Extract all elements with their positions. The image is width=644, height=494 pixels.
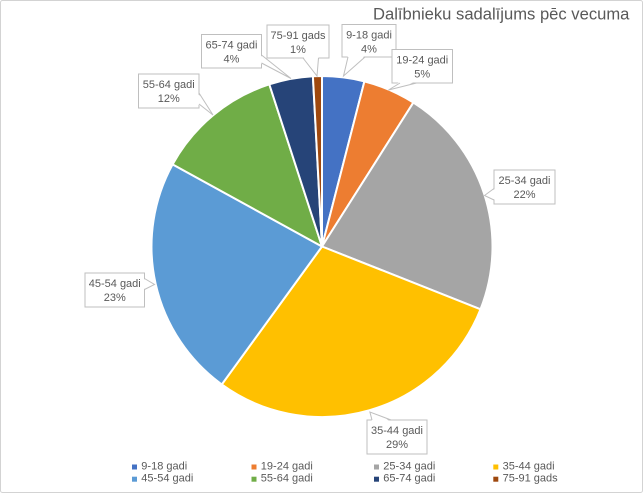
svg-text:55-64 gadi: 55-64 gadi: [143, 79, 195, 91]
svg-text:1%: 1%: [290, 44, 306, 56]
svg-text:65-74 gadi: 65-74 gadi: [383, 473, 435, 485]
svg-text:23%: 23%: [104, 292, 126, 304]
svg-text:9-18 gadi: 9-18 gadi: [346, 30, 392, 42]
svg-text:19-24 gadi: 19-24 gadi: [261, 461, 313, 473]
svg-text:Dalībnieku sadalījums pēc vecu: Dalībnieku sadalījums pēc vecuma: [373, 5, 630, 24]
svg-text:25-34 gadi: 25-34 gadi: [383, 461, 435, 473]
svg-text:65-74 gadi: 65-74 gadi: [206, 40, 258, 52]
svg-text:25-34 gadi: 25-34 gadi: [499, 175, 551, 187]
svg-text:29%: 29%: [386, 439, 408, 451]
svg-text:4%: 4%: [361, 44, 377, 56]
svg-text:35-44 gadi: 35-44 gadi: [371, 425, 423, 437]
svg-text:4%: 4%: [224, 54, 240, 66]
svg-text:12%: 12%: [158, 93, 180, 105]
svg-text:35-44 gadi: 35-44 gadi: [503, 461, 555, 473]
svg-text:9-18 gadi: 9-18 gadi: [141, 461, 187, 473]
svg-text:75-91 gads: 75-91 gads: [503, 473, 559, 485]
svg-text:55-64 gadi: 55-64 gadi: [261, 473, 313, 485]
svg-text:22%: 22%: [513, 189, 535, 201]
svg-text:19-24 gadi: 19-24 gadi: [396, 55, 448, 67]
svg-text:5%: 5%: [414, 69, 430, 81]
svg-text:45-54 gadi: 45-54 gadi: [89, 278, 141, 290]
svg-text:45-54 gadi: 45-54 gadi: [141, 473, 193, 485]
svg-text:75-91 gads: 75-91 gads: [270, 30, 326, 42]
